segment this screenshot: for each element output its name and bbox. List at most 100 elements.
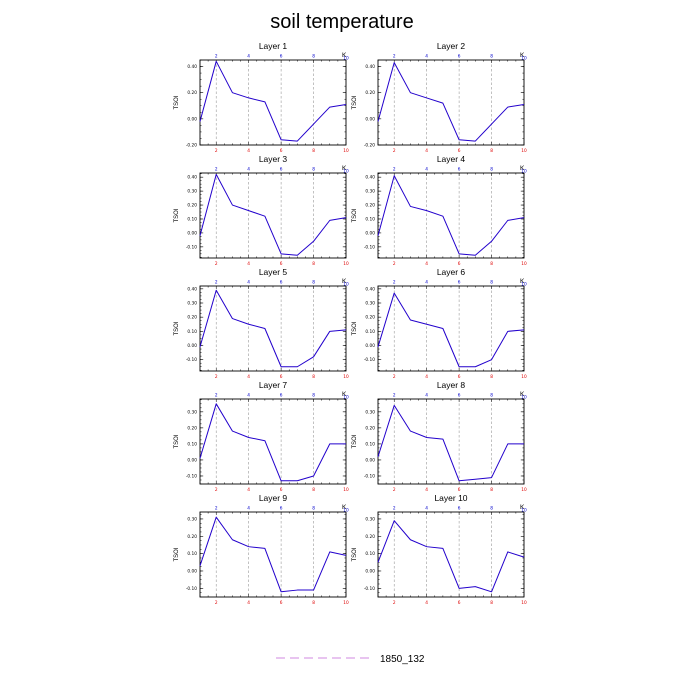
- y-tick-label: 0.10: [365, 216, 375, 222]
- x-tick-label: 10: [343, 148, 349, 154]
- x-tick-label: 6: [280, 148, 283, 154]
- plot-frame: [377, 398, 525, 485]
- x-top-tick-label: 10: [521, 508, 527, 514]
- x-top-tick-label: 4: [425, 280, 428, 286]
- panel-7: Layer 7 TSOI K -0.10 0.00 0.10 0.20 0.30 2 4 6 8 10 2…: [174, 380, 349, 493]
- x-tick-label: 4: [247, 148, 250, 154]
- x-top-tick-label: 10: [343, 169, 349, 175]
- y-tick-label: 0.20: [365, 203, 375, 209]
- x-tick-label: 4: [425, 374, 428, 380]
- y-tick-label: -0.20: [186, 143, 197, 149]
- y-axis-label: TSOI: [352, 434, 358, 448]
- panel-title: Layer 8: [437, 380, 466, 390]
- panel-10: Layer 10 TSOI K -0.10 0.00 0.10 0.20 0.30 2 4 6 8 10…: [352, 493, 527, 606]
- x-top-tick-label: 2: [393, 280, 396, 286]
- x-top-tick-label: 2: [393, 54, 396, 60]
- y-tick-label: 0.40: [365, 286, 375, 292]
- series-line: [377, 62, 525, 142]
- y-axis-label: TSOI: [174, 547, 180, 561]
- y-tick-label: -0.10: [364, 473, 375, 479]
- x-top-tick-label: 6: [280, 280, 283, 286]
- x-tick-label: 2: [393, 600, 396, 606]
- x-tick-label: 6: [280, 374, 283, 380]
- x-top-tick-label: 8: [490, 393, 493, 399]
- panel-title: Layer 2: [437, 41, 466, 51]
- x-top-tick-label: 8: [312, 280, 315, 286]
- y-tick-label: -0.10: [186, 586, 197, 592]
- x-tick-label: 2: [393, 487, 396, 493]
- top-axis-label: K: [342, 278, 347, 285]
- x-tick-label: 4: [247, 261, 250, 267]
- x-top-tick-label: 8: [312, 54, 315, 60]
- x-top-tick-label: 4: [425, 506, 428, 512]
- x-tick-label: 10: [521, 600, 527, 606]
- panel-title: Layer 5: [259, 267, 288, 277]
- panel-title: Layer 7: [259, 380, 288, 390]
- y-axis-label: TSOI: [352, 95, 358, 109]
- x-tick-label: 8: [490, 261, 493, 267]
- x-top-tick-label: 6: [280, 506, 283, 512]
- x-tick-label: 2: [215, 487, 218, 493]
- x-tick-label: 2: [215, 600, 218, 606]
- top-axis-label: K: [520, 391, 525, 398]
- x-top-tick-label: 6: [280, 54, 283, 60]
- x-top-tick-label: 4: [247, 506, 250, 512]
- plot-frame: [199, 398, 347, 485]
- x-top-tick-label: 10: [343, 282, 349, 288]
- x-tick-label: 8: [490, 148, 493, 154]
- x-tick-label: 4: [425, 487, 428, 493]
- x-top-tick-label: 6: [458, 167, 461, 173]
- top-axis-label: K: [520, 504, 525, 511]
- y-tick-label: 0.10: [187, 329, 197, 335]
- y-tick-label: 0.20: [187, 90, 197, 96]
- x-tick-label: 10: [521, 148, 527, 154]
- x-tick-label: 4: [247, 487, 250, 493]
- y-axis-label: TSOI: [174, 321, 180, 335]
- panel-6: Layer 6 TSOI K -0.10 0.00 0.10 0.20 0.30 0.40 2 4 6…: [352, 267, 527, 380]
- x-top-tick-label: 6: [280, 393, 283, 399]
- x-tick-label: 6: [458, 487, 461, 493]
- x-top-tick-label: 8: [490, 506, 493, 512]
- x-top-tick-label: 2: [393, 393, 396, 399]
- x-top-tick-label: 6: [458, 280, 461, 286]
- x-tick-label: 2: [215, 374, 218, 380]
- plot-frame: [377, 285, 525, 372]
- x-tick-label: 10: [343, 374, 349, 380]
- top-axis-label: K: [342, 165, 347, 172]
- top-axis-label: K: [342, 52, 347, 59]
- top-axis-label: K: [520, 278, 525, 285]
- x-top-tick-label: 8: [490, 167, 493, 173]
- x-tick-label: 8: [490, 487, 493, 493]
- panel-3: Layer 3 TSOI K -0.10 0.00 0.10 0.20 0.30 0.40 2 4 6…: [174, 154, 349, 267]
- x-top-tick-label: 2: [215, 54, 218, 60]
- x-tick-label: 4: [425, 600, 428, 606]
- x-top-tick-label: 6: [458, 393, 461, 399]
- x-tick-label: 2: [215, 261, 218, 267]
- x-top-tick-label: 10: [521, 169, 527, 175]
- figure-title: soil temperature: [270, 11, 413, 33]
- plot-frame: [377, 511, 525, 598]
- y-tick-label: -0.10: [186, 473, 197, 479]
- y-tick-label: 0.40: [187, 286, 197, 292]
- panel-8: Layer 8 TSOI K -0.10 0.00 0.10 0.20 0.30 2 4 6 8 10 2…: [352, 380, 527, 493]
- x-tick-label: 4: [425, 261, 428, 267]
- panel-grid: Layer 1 TSOI K -0.20 0.00 0.20 0.40 2 4 6 8 10 2 4 6 8 1…: [174, 41, 527, 606]
- y-axis-label: TSOI: [352, 547, 358, 561]
- y-tick-label: 0.00: [187, 116, 197, 122]
- x-tick-label: 10: [521, 374, 527, 380]
- y-tick-label: 0.30: [187, 409, 197, 415]
- series-line: [199, 403, 346, 482]
- series-line: [199, 173, 347, 256]
- y-tick-label: 0.30: [365, 516, 375, 522]
- y-tick-label: 0.20: [365, 90, 375, 96]
- x-tick-label: 4: [247, 374, 250, 380]
- x-top-tick-label: 2: [215, 280, 218, 286]
- y-axis-label: TSOI: [352, 208, 358, 222]
- y-tick-label: 0.10: [187, 216, 197, 222]
- x-top-tick-label: 4: [425, 393, 428, 399]
- x-tick-label: 8: [312, 148, 315, 154]
- y-tick-label: 0.20: [187, 315, 197, 321]
- top-axis-label: K: [520, 165, 525, 172]
- y-tick-label: -0.10: [186, 244, 197, 250]
